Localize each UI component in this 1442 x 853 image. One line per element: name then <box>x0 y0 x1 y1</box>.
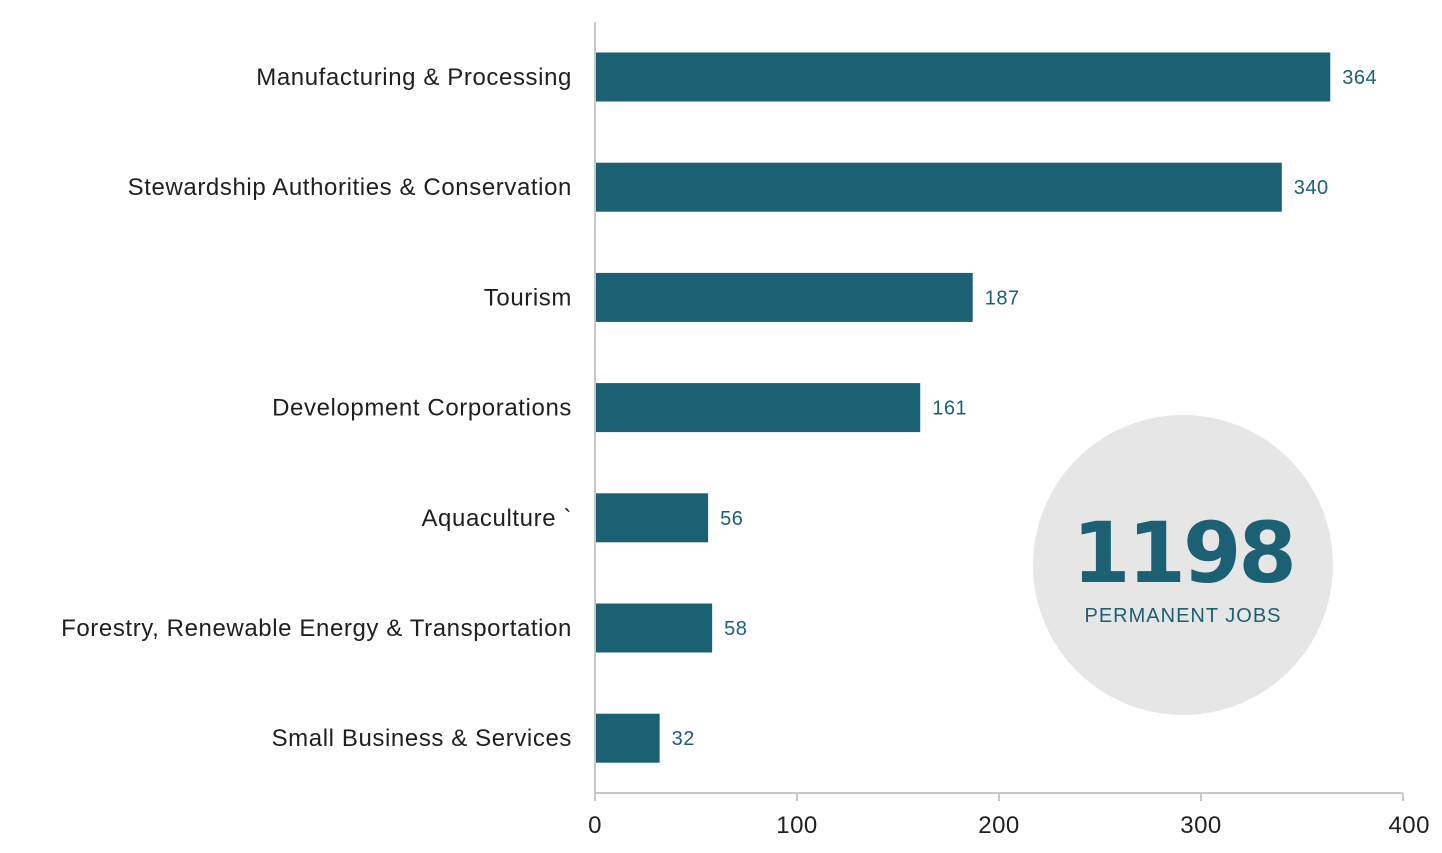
bar <box>596 493 709 543</box>
data-label: 58 <box>724 618 747 640</box>
x-tick-label: 0 <box>588 812 602 839</box>
bar <box>596 52 1331 102</box>
badge-caption: PERMANENT JOBS <box>1085 605 1282 627</box>
x-tick-label: 300 <box>1180 812 1222 839</box>
x-tick-label: 400 <box>1388 812 1430 839</box>
x-axis-ticks: 0 100 200 300 400 <box>588 793 1430 839</box>
data-label: 340 <box>1294 177 1329 199</box>
bar <box>596 603 713 653</box>
total-jobs-badge: 1198 PERMANENT JOBS <box>1033 415 1333 715</box>
data-label: 32 <box>672 728 695 750</box>
badge-total-value: 1198 <box>1072 504 1294 602</box>
bar <box>596 272 973 322</box>
x-tick-label: 200 <box>978 812 1020 839</box>
category-label: Tourism <box>484 284 572 311</box>
badge-circle <box>1033 415 1333 715</box>
bars-group <box>596 52 1331 763</box>
bar <box>596 162 1282 212</box>
data-labels: 364 340 187 161 56 58 32 <box>672 67 1377 750</box>
data-label: 364 <box>1342 67 1377 89</box>
category-label: Manufacturing & Processing <box>256 64 572 91</box>
category-label: Forestry, Renewable Energy & Transportat… <box>61 615 572 642</box>
data-label: 161 <box>932 398 967 420</box>
x-tick-label: 100 <box>776 812 818 839</box>
bar <box>596 383 921 433</box>
category-label: Development Corporations <box>272 395 572 422</box>
axes: 0 100 200 300 400 <box>588 22 1430 839</box>
category-label: Aquaculture ` <box>421 505 572 532</box>
category-label: Stewardship Authorities & Conservation <box>128 174 572 201</box>
data-label: 56 <box>720 508 743 530</box>
category-label: Small Business & Services <box>272 725 572 752</box>
data-label: 187 <box>985 287 1020 309</box>
bar <box>596 713 660 763</box>
category-labels: Manufacturing & Processing Stewardship Au… <box>61 64 572 752</box>
